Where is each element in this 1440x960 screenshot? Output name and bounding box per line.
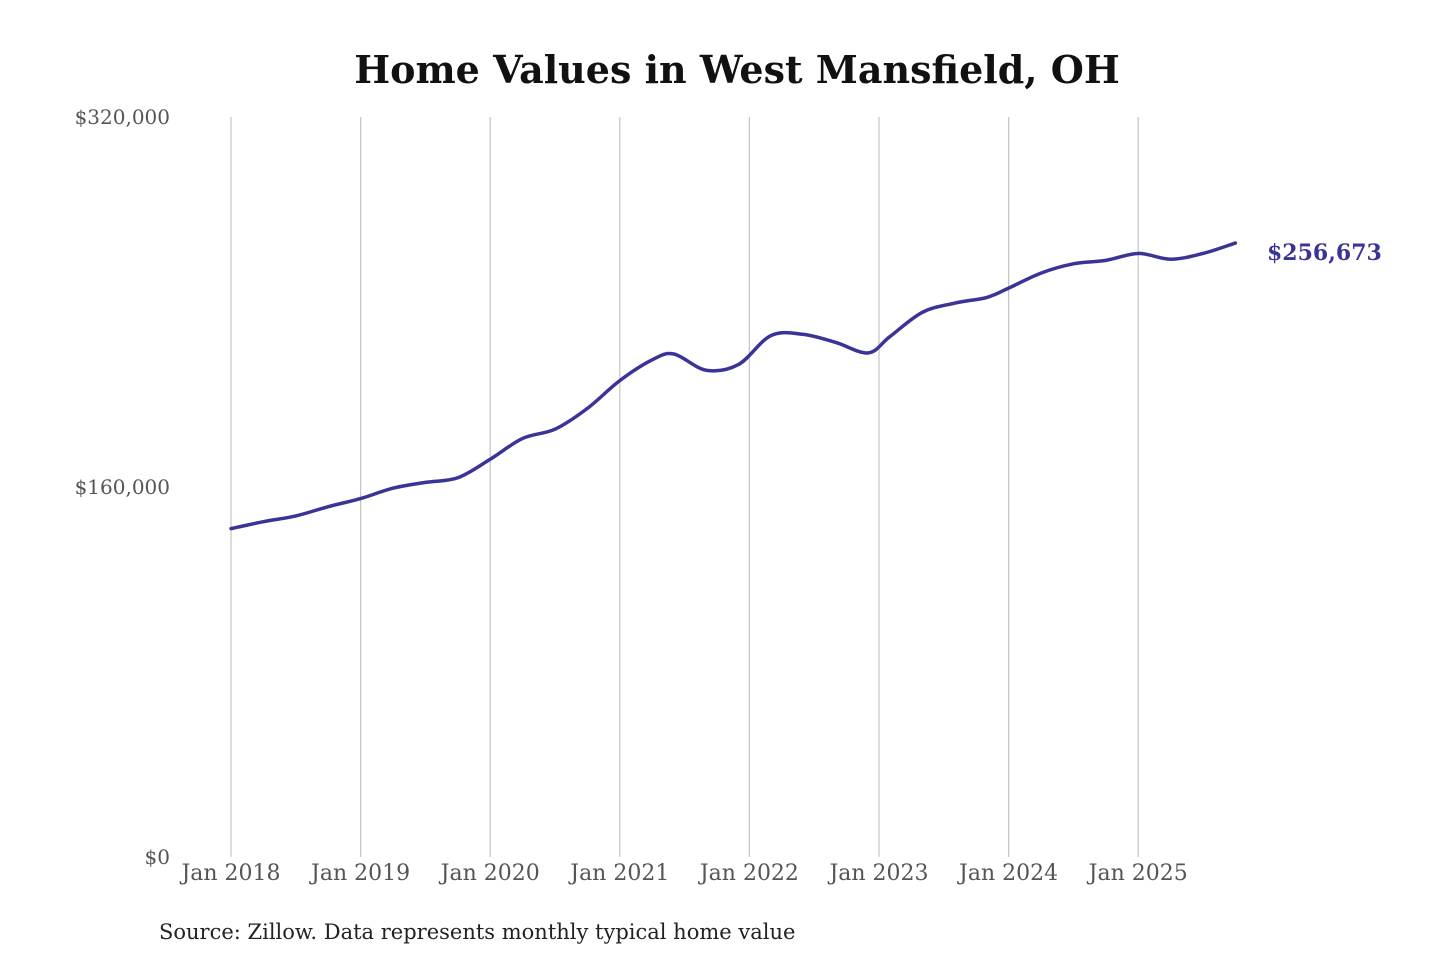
chart-title: Home Values in West Mansfield, OH: [354, 47, 1120, 92]
x-tick-label: Jan 2023: [827, 861, 928, 886]
x-tick-label: Jan 2019: [309, 861, 410, 886]
y-axis-ticks: $0 $160,000 $320,000: [75, 105, 170, 869]
x-tick-label: Jan 2020: [439, 861, 540, 886]
series-line-0: [229, 241, 1238, 531]
x-axis-ticks: Jan 2018 Jan 2019 Jan 2020 Jan 2021 Jan 2022…: [179, 861, 1187, 886]
x-tick-label: Jan 2024: [957, 861, 1058, 886]
gridlines: [230, 117, 1139, 857]
source-note: Source: Zillow. Data represents monthly …: [159, 920, 795, 944]
x-tick-label: Jan 2025: [1087, 861, 1188, 886]
x-tick-label: Jan 2018: [179, 861, 280, 886]
y-tick-label: $320,000: [75, 105, 170, 129]
end-value-label: $256,673: [1267, 240, 1382, 266]
x-tick-label: Jan 2022: [698, 861, 799, 886]
y-tick-label: $160,000: [75, 475, 170, 499]
y-tick-label: $0: [145, 845, 170, 869]
x-tick-label: Jan 2021: [568, 861, 669, 886]
series-layer: [229, 241, 1238, 531]
